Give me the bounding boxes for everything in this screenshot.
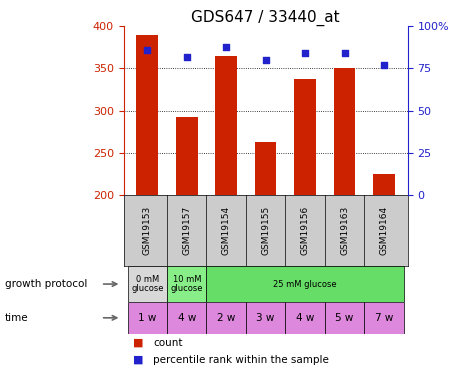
Point bbox=[144, 47, 151, 53]
Bar bbox=[167, 266, 207, 302]
Bar bbox=[246, 302, 285, 334]
Text: 5 w: 5 w bbox=[335, 313, 354, 323]
Text: 25 mM glucose: 25 mM glucose bbox=[273, 280, 337, 289]
Bar bbox=[128, 302, 167, 334]
Bar bbox=[207, 266, 403, 302]
Text: GSM19164: GSM19164 bbox=[380, 206, 388, 255]
Point bbox=[262, 57, 269, 63]
Bar bbox=[285, 302, 325, 334]
Text: time: time bbox=[5, 313, 28, 323]
Text: GSM19157: GSM19157 bbox=[182, 206, 191, 255]
Text: ■: ■ bbox=[133, 355, 143, 365]
Text: 0 mM
glucose: 0 mM glucose bbox=[131, 275, 164, 293]
Text: 10 mM
glucose: 10 mM glucose bbox=[170, 275, 203, 293]
Text: 3 w: 3 w bbox=[256, 313, 275, 323]
Text: 7 w: 7 w bbox=[375, 313, 393, 323]
Bar bbox=[364, 302, 403, 334]
Text: count: count bbox=[153, 338, 183, 348]
Point bbox=[183, 54, 191, 60]
Bar bbox=[294, 79, 316, 195]
Point bbox=[341, 50, 348, 56]
Text: 2 w: 2 w bbox=[217, 313, 235, 323]
Bar bbox=[207, 302, 246, 334]
Bar bbox=[128, 266, 167, 302]
Bar bbox=[167, 302, 207, 334]
Point bbox=[223, 44, 230, 50]
Text: percentile rank within the sample: percentile rank within the sample bbox=[153, 355, 329, 365]
Text: GSM19154: GSM19154 bbox=[222, 206, 231, 255]
Text: ■: ■ bbox=[133, 338, 143, 348]
Bar bbox=[373, 174, 395, 195]
Bar bbox=[255, 142, 277, 195]
Bar bbox=[176, 117, 197, 195]
Bar bbox=[334, 68, 355, 195]
Text: GSM19156: GSM19156 bbox=[300, 206, 310, 255]
Bar bbox=[215, 56, 237, 195]
Text: 4 w: 4 w bbox=[178, 313, 196, 323]
Text: growth protocol: growth protocol bbox=[5, 279, 87, 289]
Text: GSM19155: GSM19155 bbox=[261, 206, 270, 255]
Point bbox=[301, 50, 309, 56]
Text: 1 w: 1 w bbox=[138, 313, 157, 323]
Text: 4 w: 4 w bbox=[296, 313, 314, 323]
Title: GDS647 / 33440_at: GDS647 / 33440_at bbox=[191, 10, 340, 26]
Point bbox=[380, 62, 387, 68]
Text: GSM19163: GSM19163 bbox=[340, 206, 349, 255]
Bar bbox=[325, 302, 364, 334]
Bar bbox=[136, 35, 158, 195]
Text: GSM19153: GSM19153 bbox=[143, 206, 152, 255]
